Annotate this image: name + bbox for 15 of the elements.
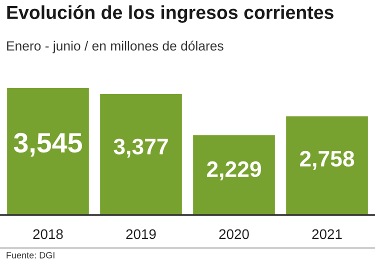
x-tick-label: 2019 — [126, 229, 156, 240]
bar — [7, 88, 89, 215]
bar — [193, 135, 275, 215]
data-label: 3,545 — [14, 132, 82, 157]
chart-subtitle: Enero - junio / en millones de dólares — [7, 40, 224, 54]
bar — [100, 94, 182, 215]
chart-title: Evolución de los ingresos corrientes — [7, 5, 334, 23]
bar — [286, 116, 368, 215]
data-label: 2,229 — [206, 161, 261, 180]
x-tick-label: 2018 — [33, 229, 63, 240]
source-note: Fuente: DGI — [6, 252, 54, 258]
data-label: 3,377 — [114, 138, 168, 158]
x-tick-label: 2021 — [312, 229, 342, 240]
data-label: 2,758 — [300, 150, 354, 170]
x-tick-label: 2020 — [219, 229, 249, 240]
